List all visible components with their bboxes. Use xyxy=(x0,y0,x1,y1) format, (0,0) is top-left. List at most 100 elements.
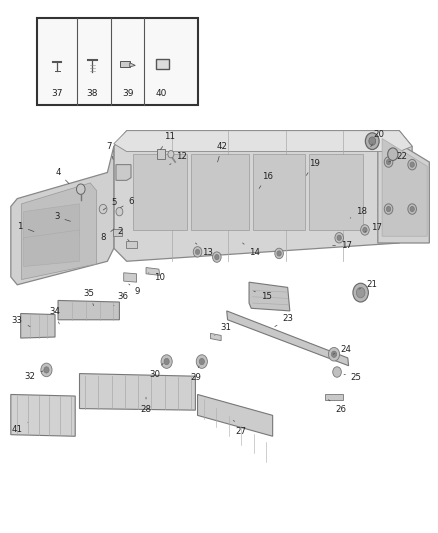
Circle shape xyxy=(332,351,337,358)
Polygon shape xyxy=(21,183,97,280)
Polygon shape xyxy=(378,131,429,243)
Polygon shape xyxy=(58,301,120,320)
Text: 8: 8 xyxy=(100,229,114,243)
Text: 27: 27 xyxy=(233,420,247,435)
Polygon shape xyxy=(325,394,343,400)
Circle shape xyxy=(365,133,379,149)
Text: 10: 10 xyxy=(148,273,165,282)
Text: 31: 31 xyxy=(215,323,231,335)
Polygon shape xyxy=(21,313,55,338)
Circle shape xyxy=(161,355,172,368)
Text: 33: 33 xyxy=(12,316,30,327)
Circle shape xyxy=(116,207,123,216)
Circle shape xyxy=(333,367,341,377)
Text: 38: 38 xyxy=(87,90,98,98)
Polygon shape xyxy=(124,273,137,282)
Circle shape xyxy=(195,249,200,254)
Polygon shape xyxy=(191,154,249,230)
Circle shape xyxy=(215,254,219,260)
Circle shape xyxy=(369,137,376,146)
Polygon shape xyxy=(227,311,349,366)
Text: 9: 9 xyxy=(129,284,140,296)
Circle shape xyxy=(199,358,205,365)
Polygon shape xyxy=(146,268,160,276)
Text: 23: 23 xyxy=(275,314,293,327)
Text: 5: 5 xyxy=(103,198,117,210)
Polygon shape xyxy=(113,229,122,236)
Bar xyxy=(156,59,169,69)
Polygon shape xyxy=(133,154,187,230)
Text: 15: 15 xyxy=(254,291,272,301)
Text: 6: 6 xyxy=(120,197,134,207)
Polygon shape xyxy=(210,333,221,341)
Text: 2: 2 xyxy=(117,227,129,241)
Polygon shape xyxy=(120,61,130,67)
Polygon shape xyxy=(79,374,195,410)
Polygon shape xyxy=(198,394,272,436)
Circle shape xyxy=(386,206,391,212)
Text: 11: 11 xyxy=(161,133,175,149)
Text: 13: 13 xyxy=(195,243,213,257)
Circle shape xyxy=(196,355,208,368)
Polygon shape xyxy=(130,63,135,67)
Circle shape xyxy=(41,363,52,377)
Circle shape xyxy=(337,235,341,240)
Text: 41: 41 xyxy=(12,422,28,434)
Polygon shape xyxy=(116,165,131,180)
Bar xyxy=(36,19,198,104)
Circle shape xyxy=(164,358,169,365)
Text: 20: 20 xyxy=(371,130,384,147)
Text: 21: 21 xyxy=(359,280,377,289)
Text: 35: 35 xyxy=(84,289,95,305)
Circle shape xyxy=(360,225,369,235)
Text: 18: 18 xyxy=(350,207,367,218)
Text: 7: 7 xyxy=(107,142,113,159)
Polygon shape xyxy=(249,282,290,311)
Text: 26: 26 xyxy=(328,400,346,414)
Circle shape xyxy=(357,287,365,298)
Circle shape xyxy=(275,248,283,259)
Circle shape xyxy=(408,204,417,214)
Text: 17: 17 xyxy=(365,223,382,232)
Text: 42: 42 xyxy=(216,142,227,162)
Circle shape xyxy=(410,162,414,167)
Text: 40: 40 xyxy=(155,90,167,98)
Circle shape xyxy=(77,184,85,195)
Text: 30: 30 xyxy=(149,363,163,379)
Text: 34: 34 xyxy=(49,308,60,324)
Polygon shape xyxy=(309,154,363,230)
Polygon shape xyxy=(24,230,79,266)
Text: 14: 14 xyxy=(243,243,260,257)
Circle shape xyxy=(328,348,339,361)
Polygon shape xyxy=(114,131,412,151)
Text: 39: 39 xyxy=(122,90,133,98)
Polygon shape xyxy=(126,241,137,248)
Circle shape xyxy=(384,204,393,214)
Polygon shape xyxy=(114,131,412,261)
Polygon shape xyxy=(11,394,75,436)
Text: 37: 37 xyxy=(51,90,63,98)
Circle shape xyxy=(99,204,107,214)
Circle shape xyxy=(44,367,49,373)
Text: 1: 1 xyxy=(18,222,34,231)
Circle shape xyxy=(277,251,281,256)
Text: 36: 36 xyxy=(114,292,129,306)
Text: 17: 17 xyxy=(333,241,352,250)
Circle shape xyxy=(353,283,368,302)
Circle shape xyxy=(168,150,174,158)
Text: 29: 29 xyxy=(191,366,201,382)
Text: 12: 12 xyxy=(170,152,187,165)
Circle shape xyxy=(335,232,343,243)
Text: 16: 16 xyxy=(259,172,272,189)
Polygon shape xyxy=(11,147,114,285)
Polygon shape xyxy=(253,154,305,230)
Circle shape xyxy=(408,159,417,170)
Circle shape xyxy=(193,247,202,257)
Text: 19: 19 xyxy=(306,159,320,175)
Circle shape xyxy=(388,148,398,160)
Circle shape xyxy=(212,252,221,262)
Polygon shape xyxy=(24,204,79,240)
Circle shape xyxy=(384,157,393,167)
Text: 3: 3 xyxy=(54,212,71,221)
Circle shape xyxy=(410,206,414,212)
